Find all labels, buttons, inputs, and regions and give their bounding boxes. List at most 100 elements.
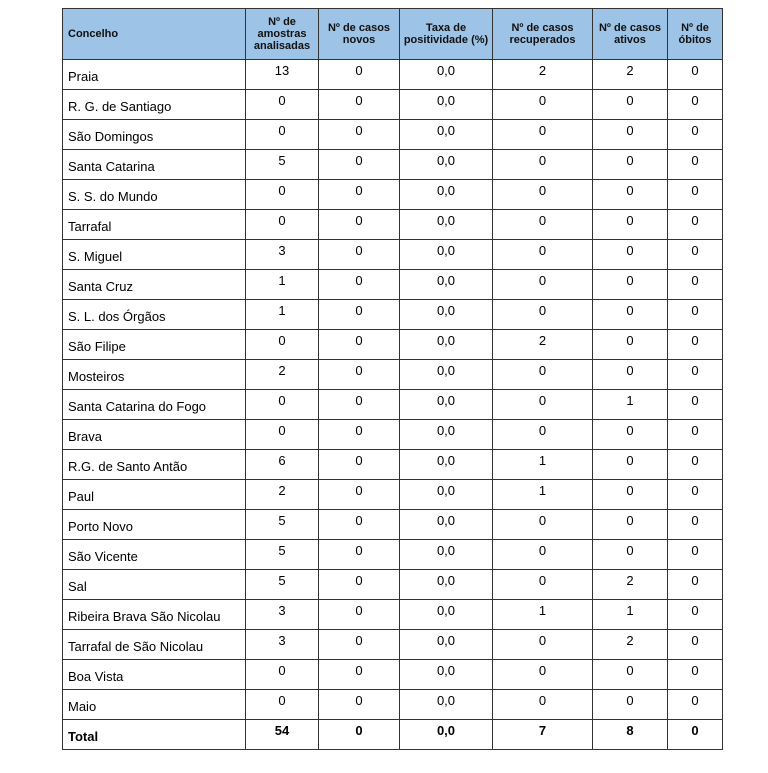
taxa-cell: 0,0 xyxy=(399,629,493,660)
amostras-cell: 1 xyxy=(245,299,319,330)
concelho-cell: Santa Cruz xyxy=(62,269,246,300)
concelho-cell: Brava xyxy=(62,419,246,450)
obitos-cell: 0 xyxy=(667,209,723,240)
casos-novos-cell: 0 xyxy=(318,299,400,330)
recuperados-cell: 0 xyxy=(492,659,593,690)
obitos-cell: 0 xyxy=(667,569,723,600)
taxa-cell: 0,0 xyxy=(399,689,493,720)
amostras-cell: 3 xyxy=(245,599,319,630)
obitos-cell: 0 xyxy=(667,119,723,150)
taxa-cell: 0,0 xyxy=(399,59,493,90)
table-row: S. Miguel 3 0 0,0 0 0 0 xyxy=(62,239,723,270)
amostras-cell: 6 xyxy=(245,449,319,480)
casos-novos-cell: 0 xyxy=(318,359,400,390)
amostras-cell: 0 xyxy=(245,419,319,450)
obitos-cell: 0 xyxy=(667,449,723,480)
casos-novos-cell: 0 xyxy=(318,119,400,150)
ativos-cell: 0 xyxy=(592,299,668,330)
ativos-cell: 0 xyxy=(592,119,668,150)
amostras-cell: 3 xyxy=(245,239,319,270)
ativos-cell: 0 xyxy=(592,89,668,120)
ativos-cell: 0 xyxy=(592,239,668,270)
total-row: Total 54 0 0,0 7 8 0 xyxy=(62,719,723,750)
ativos-cell: 0 xyxy=(592,269,668,300)
table-row: Porto Novo 5 0 0,0 0 0 0 xyxy=(62,509,723,540)
recuperados-cell: 1 xyxy=(492,449,593,480)
concelho-cell: Praia xyxy=(62,59,246,90)
ativos-cell: 0 xyxy=(592,659,668,690)
table-row: Santa Catarina 5 0 0,0 0 0 0 xyxy=(62,149,723,180)
taxa-cell: 0,0 xyxy=(399,539,493,570)
obitos-cell: 0 xyxy=(667,179,723,210)
casos-novos-cell: 0 xyxy=(318,599,400,630)
taxa-cell: 0,0 xyxy=(399,299,493,330)
casos-novos-cell: 0 xyxy=(318,539,400,570)
obitos-cell: 0 xyxy=(667,329,723,360)
amostras-cell: 0 xyxy=(245,389,319,420)
obitos-cell: 0 xyxy=(667,509,723,540)
casos-novos-cell: 0 xyxy=(318,269,400,300)
header-row: Concelho Nº de amostras analisadas Nº de c… xyxy=(62,8,723,60)
header-casos-novos: Nº de casos novos xyxy=(318,8,400,60)
recuperados-cell: 0 xyxy=(492,179,593,210)
ativos-cell: 0 xyxy=(592,509,668,540)
recuperados-cell: 1 xyxy=(492,479,593,510)
amostras-cell: 0 xyxy=(245,209,319,240)
ativos-cell: 1 xyxy=(592,599,668,630)
concelho-cell: S. L. dos Órgãos xyxy=(62,299,246,330)
table-row: R. G. de Santiago 0 0 0,0 0 0 0 xyxy=(62,89,723,120)
table-row: Maio 0 0 0,0 0 0 0 xyxy=(62,689,723,720)
concelho-cell: Maio xyxy=(62,689,246,720)
taxa-cell: 0,0 xyxy=(399,89,493,120)
ativos-cell: 0 xyxy=(592,479,668,510)
table-row: Paul 2 0 0,0 1 0 0 xyxy=(62,479,723,510)
ativos-cell: 8 xyxy=(592,719,668,750)
taxa-cell: 0,0 xyxy=(399,659,493,690)
obitos-cell: 0 xyxy=(667,389,723,420)
concelho-cell: Sal xyxy=(62,569,246,600)
table-row: São Domingos 0 0 0,0 0 0 0 xyxy=(62,119,723,150)
recuperados-cell: 1 xyxy=(492,599,593,630)
recuperados-cell: 0 xyxy=(492,149,593,180)
concelho-cell: Boa Vista xyxy=(62,659,246,690)
obitos-cell: 0 xyxy=(667,539,723,570)
taxa-cell: 0,0 xyxy=(399,179,493,210)
recuperados-cell: 7 xyxy=(492,719,593,750)
concelho-cell: São Domingos xyxy=(62,119,246,150)
recuperados-cell: 0 xyxy=(492,569,593,600)
taxa-cell: 0,0 xyxy=(399,599,493,630)
casos-novos-cell: 0 xyxy=(318,179,400,210)
ativos-cell: 0 xyxy=(592,329,668,360)
obitos-cell: 0 xyxy=(667,269,723,300)
casos-novos-cell: 0 xyxy=(318,629,400,660)
concelho-cell: São Vicente xyxy=(62,539,246,570)
taxa-cell: 0,0 xyxy=(399,419,493,450)
recuperados-cell: 2 xyxy=(492,59,593,90)
taxa-cell: 0,0 xyxy=(399,509,493,540)
concelho-cell: R.G. de Santo Antão xyxy=(62,449,246,480)
recuperados-cell: 0 xyxy=(492,269,593,300)
amostras-cell: 2 xyxy=(245,359,319,390)
table-row: São Vicente 5 0 0,0 0 0 0 xyxy=(62,539,723,570)
taxa-cell: 0,0 xyxy=(399,359,493,390)
recuperados-cell: 0 xyxy=(492,539,593,570)
ativos-cell: 0 xyxy=(592,149,668,180)
concelho-cell: S. S. do Mundo xyxy=(62,179,246,210)
taxa-cell: 0,0 xyxy=(399,239,493,270)
table-row: Mosteiros 2 0 0,0 0 0 0 xyxy=(62,359,723,390)
ativos-cell: 0 xyxy=(592,539,668,570)
ativos-cell: 0 xyxy=(592,449,668,480)
obitos-cell: 0 xyxy=(667,599,723,630)
ativos-cell: 2 xyxy=(592,569,668,600)
table-row: S. L. dos Órgãos 1 0 0,0 0 0 0 xyxy=(62,299,723,330)
obitos-cell: 0 xyxy=(667,59,723,90)
concelho-cell: São Filipe xyxy=(62,329,246,360)
taxa-cell: 0,0 xyxy=(399,719,493,750)
concelho-cell: Ribeira Brava São Nicolau xyxy=(62,599,246,630)
obitos-cell: 0 xyxy=(667,419,723,450)
casos-novos-cell: 0 xyxy=(318,59,400,90)
recuperados-cell: 0 xyxy=(492,119,593,150)
header-ativos: Nº de casos ativos xyxy=(592,8,668,60)
taxa-cell: 0,0 xyxy=(399,269,493,300)
casos-novos-cell: 0 xyxy=(318,419,400,450)
